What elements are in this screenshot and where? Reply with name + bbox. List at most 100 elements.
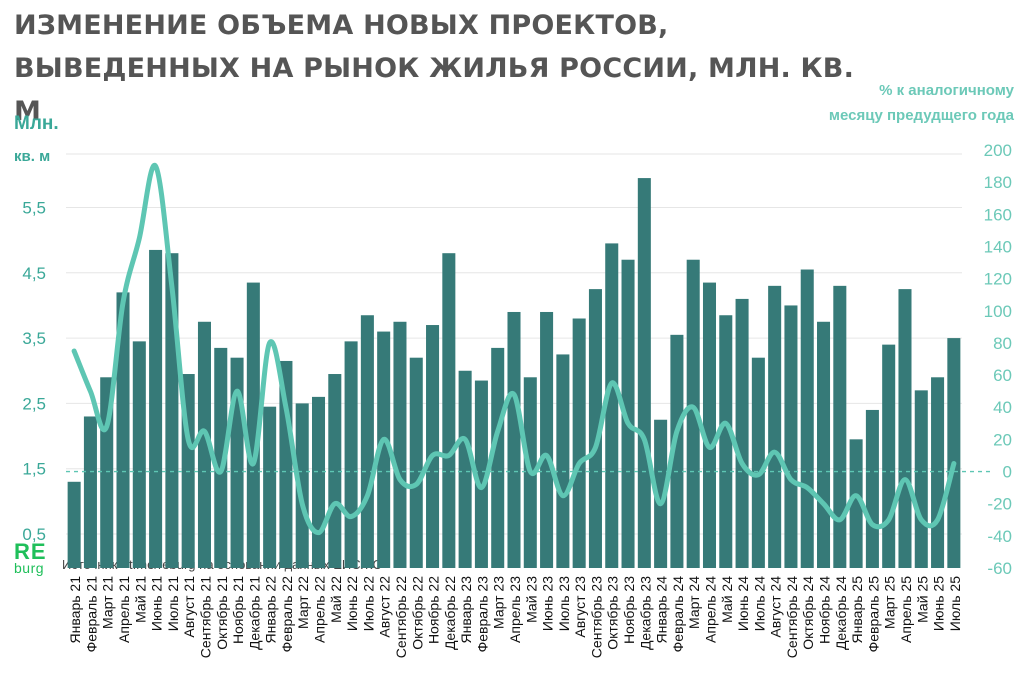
bar [605,243,619,568]
bar [344,341,358,568]
bar [898,289,912,568]
x-tick-label: Октябрь 21 [214,576,230,650]
x-tick-label: Июнь 24 [735,576,751,631]
x-tick-label: Июль 23 [556,576,572,631]
y-left-tick-label: 0,5 [22,525,46,544]
bar [458,370,472,568]
y-right-tick-label: 60 [993,366,1012,385]
bar [295,403,309,568]
bar [83,416,97,568]
y-right-tick-label: 40 [993,398,1012,417]
bar [637,178,651,568]
bar [360,315,374,568]
bar [670,334,684,568]
bar [865,409,879,568]
x-tick-label: Июнь 23 [540,576,556,631]
y-right-tick-label: 0 [1003,463,1012,482]
y-right-tick-label: 200 [984,141,1012,160]
bar [409,357,423,568]
x-tick-label: Январь 24 [654,576,670,644]
y-right-tick-label: 80 [993,334,1012,353]
bar [784,305,798,568]
right-axis-title-line1: % к аналогичному [879,82,1014,99]
left-axis-title-line1: Млн. [14,113,59,134]
x-tick-label: Апрель 25 [898,576,914,643]
y-left-tick-label: 1,5 [22,460,46,479]
x-tick-label: Август 21 [181,576,197,638]
bar [540,311,554,568]
x-tick-label: Июнь 22 [344,576,360,631]
x-tick-label: Март 22 [295,576,311,629]
bar [149,249,163,568]
y-right-tick-label: 120 [984,270,1012,289]
x-tick-label: Июль 22 [360,576,376,631]
bar [474,380,488,568]
bar [914,390,928,568]
x-tick-label: Февраль 22 [279,576,295,653]
y-right-tick-label: -60 [987,559,1012,578]
bar [67,481,81,568]
bar [556,354,570,568]
bar [702,282,717,568]
x-tick-label: Март 21 [100,576,116,629]
bar [947,338,961,568]
y-left-tick-label: 3,5 [22,329,46,348]
bar [686,259,700,568]
x-tick-label: Февраль 24 [670,576,686,653]
bar [768,285,782,568]
x-tick-label: Февраль 25 [865,576,881,653]
bar [882,344,896,568]
bar [311,396,326,568]
bar [572,318,586,568]
x-tick-label: Август 22 [377,576,393,638]
x-tick-label: Январь 25 [849,576,865,644]
x-tick-label: Февраль 21 [83,576,99,653]
y-right-tick-label: 100 [984,302,1012,321]
bar [491,347,505,568]
x-tick-label: Август 23 [572,576,588,638]
bar [442,253,456,568]
bar [132,341,146,568]
x-tick-label: Май 23 [523,576,539,623]
y-left-tick-label: 2,5 [22,394,46,413]
x-tick-label: Апрель 24 [702,576,718,643]
x-tick-label: Декабрь 24 [833,576,849,650]
x-tick-label: Декабрь 23 [637,576,653,650]
bar [931,377,945,568]
x-tick-label: Январь 22 [263,576,279,644]
x-tick-label: Ноябрь 22 [426,576,442,644]
bar [817,321,831,568]
bar [588,289,602,568]
y-right-tick-label: 140 [984,237,1012,256]
x-tick-label: Октябрь 23 [605,576,621,650]
x-tick-label: Июнь 21 [149,576,165,631]
bar [621,259,635,568]
x-tick-label: Май 21 [132,576,148,623]
x-tick-label: Май 22 [328,576,344,623]
bar [654,419,668,568]
x-tick-label: Апрель 22 [312,576,328,643]
bar [833,285,847,568]
logo-re: RE [14,539,47,564]
bar [719,315,733,568]
y-right-tick-label: 160 [984,205,1012,224]
bar [507,311,521,568]
x-tick-label: Ноябрь 23 [621,576,637,644]
y-right-tick-label: -40 [987,527,1012,546]
y-left-tick-label: 4,5 [22,264,46,283]
x-tick-label: Май 24 [719,576,735,623]
right-axis-title-line2: месяцу предудщего года [828,107,1014,124]
y-left-tick-label: 5,5 [22,198,46,217]
x-tick-label: Март 23 [491,576,507,629]
bar [426,325,440,568]
logo-burg: burg [14,560,45,576]
bar [197,321,211,568]
x-tick-label: Апрель 23 [507,576,523,643]
x-tick-label: Июнь 25 [931,576,947,631]
x-tick-label: Ноябрь 24 [817,576,833,644]
yoy-line [71,163,957,536]
bar [263,406,277,568]
x-tick-label: Январь 21 [67,576,83,644]
bar [100,377,114,568]
x-tick-label: Декабрь 21 [246,576,262,650]
